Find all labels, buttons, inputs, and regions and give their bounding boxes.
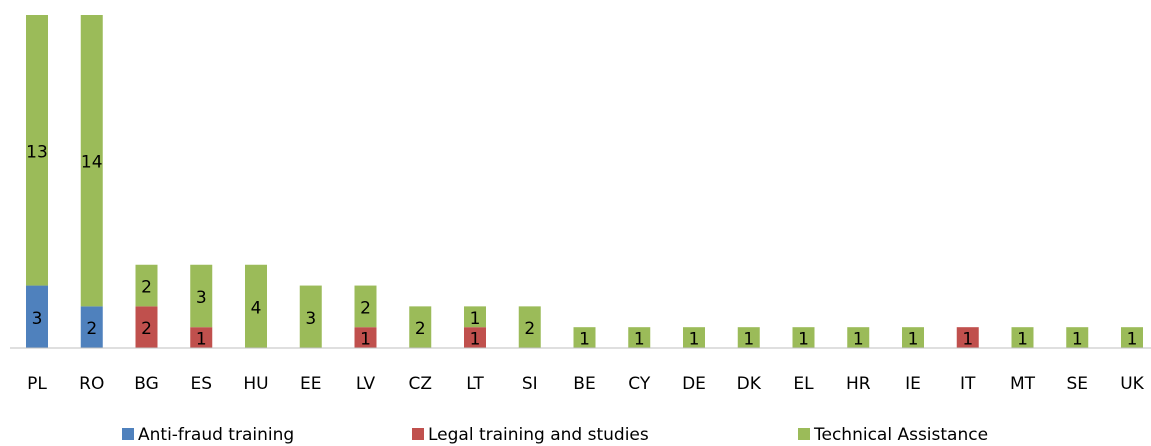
- bar-segment: [299, 285, 322, 348]
- data-label: 1: [853, 330, 864, 350]
- bar-segment: [80, 306, 103, 348]
- bar-segment: [683, 327, 705, 348]
- bar-segment: [902, 327, 924, 348]
- data-label: 1: [1127, 330, 1138, 350]
- data-label: 1: [1017, 330, 1028, 350]
- bar-segment: [956, 327, 979, 348]
- data-label: 2: [141, 319, 152, 339]
- bar-segment: [26, 285, 48, 348]
- data-label: 3: [196, 288, 207, 308]
- data-label: 2: [524, 319, 535, 339]
- bar-segment: [354, 327, 377, 348]
- x-tick-label: HR: [846, 374, 871, 394]
- bar-segment: [573, 327, 596, 348]
- bar-segment: [737, 327, 760, 348]
- legend-swatch: [122, 428, 134, 440]
- data-label: 1: [689, 330, 700, 350]
- x-tick-label: HU: [243, 374, 268, 394]
- x-tick-label: LV: [356, 374, 376, 394]
- bar-segment: [628, 327, 651, 348]
- data-label: 2: [86, 319, 97, 339]
- x-tick-label: DE: [682, 374, 706, 394]
- legend-label: Technical Assistance: [813, 425, 988, 445]
- x-tick-label: DK: [737, 374, 762, 394]
- x-tick-label: EE: [300, 374, 321, 394]
- data-label: 2: [360, 298, 371, 318]
- bar-segment: [354, 285, 377, 328]
- legend-swatch: [798, 428, 810, 440]
- x-tick-label: RO: [79, 374, 104, 394]
- x-tick-label: SE: [1066, 374, 1088, 394]
- legend-swatch: [412, 428, 424, 440]
- data-label: 1: [1072, 330, 1083, 350]
- x-tick-label: ES: [190, 374, 212, 394]
- x-tick-label: EL: [793, 374, 814, 394]
- bar-segment: [26, 15, 48, 286]
- x-tick-label: BE: [573, 374, 595, 394]
- data-label: 1: [743, 330, 754, 350]
- data-label: 1: [470, 330, 481, 350]
- data-label: 3: [32, 309, 43, 329]
- legend-label: Anti-fraud training: [138, 425, 294, 445]
- x-tick-label: CZ: [408, 374, 432, 394]
- data-label: 1: [196, 330, 207, 350]
- data-label: 3: [305, 309, 316, 329]
- bar-segment: [1011, 327, 1034, 348]
- data-label: 2: [415, 319, 426, 339]
- bar-segment: [518, 306, 541, 348]
- x-tick-label: SI: [522, 374, 538, 394]
- data-label: 13: [26, 142, 48, 162]
- bar-segment: [464, 306, 486, 328]
- bar-segment: [80, 15, 103, 307]
- bar-segment: [1121, 327, 1143, 348]
- data-label: 1: [470, 309, 481, 329]
- bar-segment: [792, 327, 815, 348]
- x-tick-label: IE: [905, 374, 921, 394]
- bar-segment: [190, 327, 213, 348]
- data-label: 1: [908, 330, 919, 350]
- bar-segment: [847, 327, 870, 348]
- bar-segment: [190, 264, 213, 328]
- bar-segment: [464, 327, 486, 348]
- x-tick-label: LT: [466, 374, 484, 394]
- bar-segment: [245, 264, 267, 348]
- x-tick-label: CY: [628, 374, 651, 394]
- x-tick-label: PL: [27, 374, 47, 394]
- bar-segment: [135, 264, 158, 307]
- bar-segment: [409, 306, 432, 348]
- data-label: 1: [360, 330, 371, 350]
- x-tick-label: BG: [134, 374, 159, 394]
- data-label: 1: [634, 330, 645, 350]
- x-tick-label: MT: [1010, 374, 1036, 394]
- bar-segment: [1066, 327, 1089, 348]
- x-tick-label: UK: [1120, 374, 1144, 394]
- bar-segment: [135, 306, 158, 348]
- data-label: 4: [251, 298, 262, 318]
- data-label: 14: [81, 153, 103, 173]
- data-label: 1: [798, 330, 809, 350]
- x-tick-label: IT: [960, 374, 976, 394]
- data-label: 1: [962, 330, 973, 350]
- data-label: 2: [141, 278, 152, 298]
- data-label: 1: [579, 330, 590, 350]
- legend-label: Legal training and studies: [428, 425, 649, 445]
